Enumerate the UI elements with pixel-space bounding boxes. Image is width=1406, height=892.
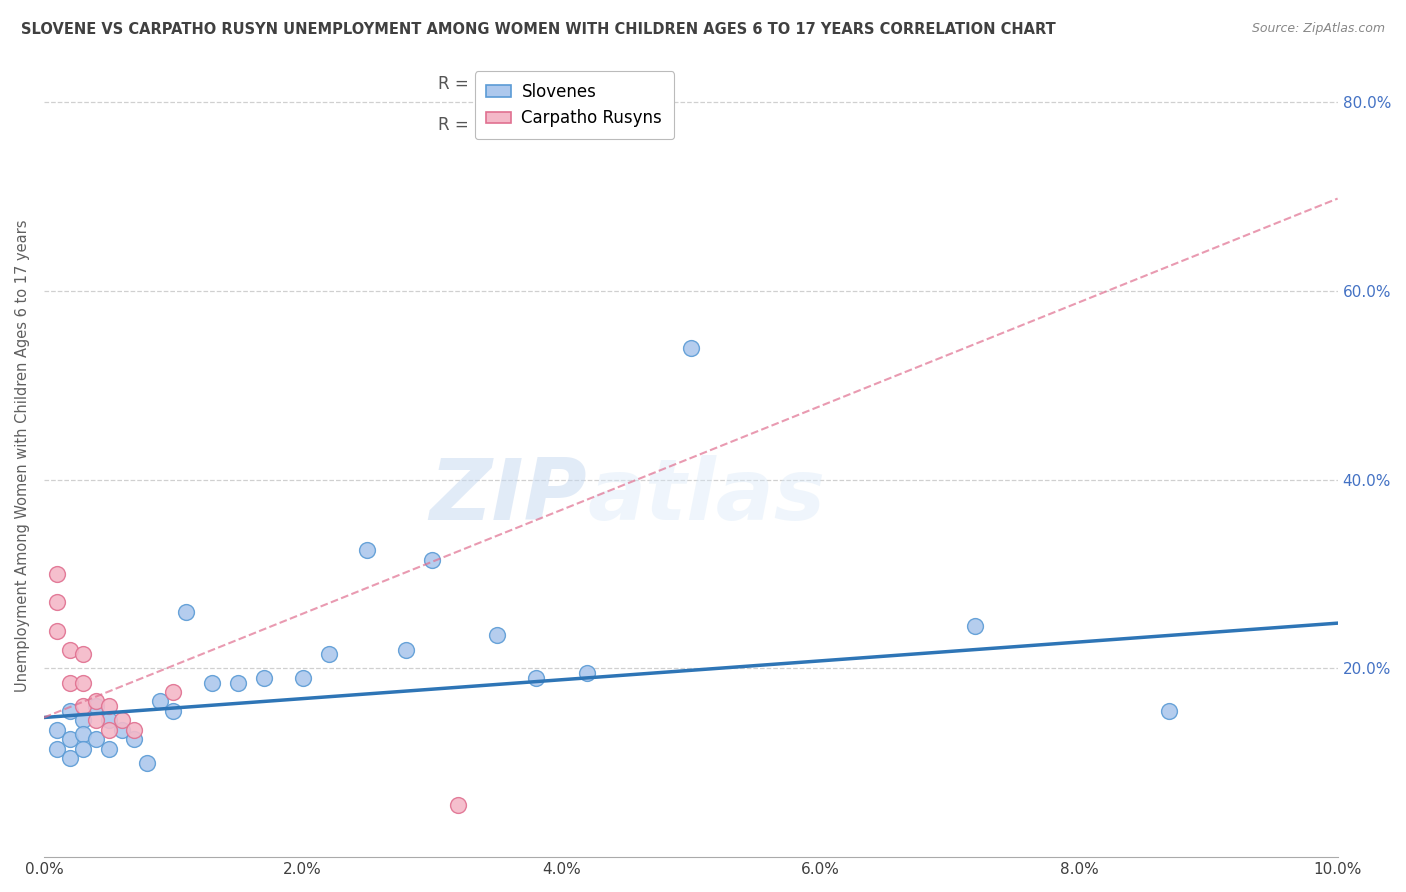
Point (447, 798, 470, 813)
Point (72, 741, 94, 756)
Point (45, 723, 67, 737)
Y-axis label: Unemployment Among Women with Children Ages 6 to 17 years: Unemployment Among Women with Children A… (15, 220, 30, 692)
Point (136, 756, 159, 770)
Point (97, 714, 120, 728)
Point (59, 642, 82, 657)
Text: N =: N = (537, 75, 589, 93)
Point (45, 741, 67, 756)
Text: atlas: atlas (588, 455, 825, 538)
Point (84, 699, 107, 714)
Point (356, 543, 378, 558)
Legend: Slovenes, Carpatho Rusyns: Slovenes, Carpatho Rusyns (475, 71, 673, 139)
Point (45, 595, 67, 609)
Text: ZIP: ZIP (430, 455, 588, 538)
Point (97, 699, 120, 714)
Point (162, 685, 184, 699)
Point (45, 567, 67, 582)
Text: 0.138: 0.138 (479, 75, 533, 93)
Point (124, 723, 146, 737)
Text: 0.158: 0.158 (479, 116, 533, 134)
Point (965, 619, 987, 633)
Point (72, 699, 94, 714)
Point (1159, 704, 1181, 718)
Point (110, 714, 132, 728)
Text: 16: 16 (583, 116, 606, 134)
Point (84, 714, 107, 728)
Point (72, 675, 94, 690)
Point (72, 647, 94, 661)
Point (45, 624, 67, 638)
Point (97, 723, 120, 737)
Point (524, 671, 547, 685)
Text: N =: N = (537, 116, 589, 134)
Point (420, 553, 443, 567)
Point (226, 675, 249, 690)
Point (253, 671, 276, 685)
Point (59, 704, 82, 718)
Point (72, 714, 94, 728)
Point (59, 732, 82, 747)
Text: SLOVENE VS CARPATHO RUSYN UNEMPLOYMENT AMONG WOMEN WITH CHILDREN AGES 6 TO 17 YE: SLOVENE VS CARPATHO RUSYN UNEMPLOYMENT A… (21, 22, 1056, 37)
Point (97, 741, 120, 756)
Point (291, 671, 314, 685)
Point (679, 341, 702, 355)
Point (149, 694, 172, 708)
Point (395, 642, 418, 657)
Point (110, 723, 132, 737)
Text: Source: ZipAtlas.com: Source: ZipAtlas.com (1251, 22, 1385, 36)
Point (174, 605, 197, 619)
Point (59, 675, 82, 690)
Point (84, 732, 107, 747)
Text: 32: 32 (583, 75, 606, 93)
Point (59, 751, 82, 765)
Point (72, 727, 94, 741)
Point (318, 647, 340, 661)
Point (124, 732, 146, 747)
Text: R =: R = (439, 116, 474, 134)
Point (201, 675, 224, 690)
Point (162, 704, 184, 718)
Point (84, 694, 107, 708)
Point (576, 666, 599, 681)
Text: R =: R = (439, 75, 474, 93)
Point (485, 628, 508, 642)
